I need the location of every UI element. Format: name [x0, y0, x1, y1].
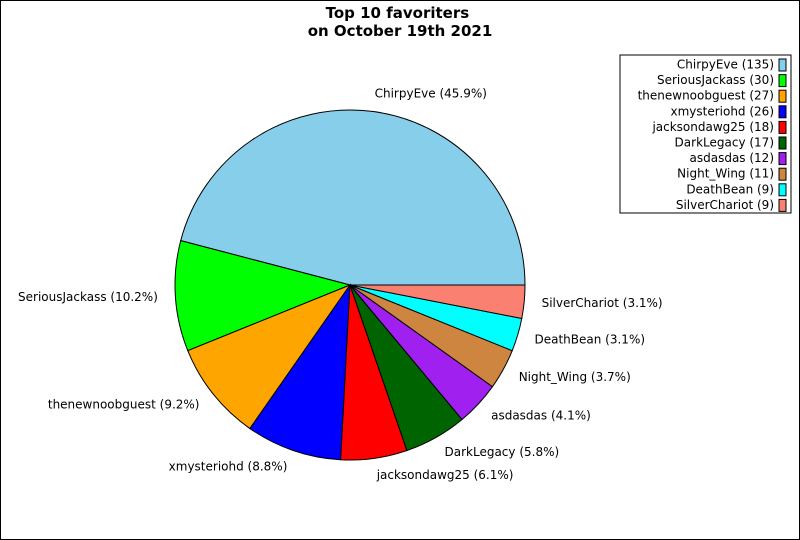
legend-label-silverchariot: SilverChariot (9) — [676, 198, 774, 212]
slice-label-chirpyeve: ChirpyEve (45.9%) — [375, 87, 487, 101]
chart-title: Top 10 favoriters on October 19th 2021 — [308, 4, 493, 40]
chart-title-line-2: on October 19th 2021 — [308, 22, 493, 40]
legend-swatch-jacksondawg25 — [778, 120, 787, 134]
slice-label-thenewnoobguest: thenewnoobguest (9.2%) — [48, 398, 200, 412]
legend-swatch-thenewnoobguest — [778, 89, 787, 103]
legend-swatch-asdasdas — [778, 152, 787, 166]
legend-label-chirpyeve: ChirpyEve (135) — [677, 58, 774, 72]
legend-box — [619, 54, 792, 214]
legend-swatch-xmysteriohd — [778, 105, 787, 119]
legend-swatch-night-wing — [778, 167, 787, 181]
chart-title-line-1: Top 10 favoriters — [326, 4, 470, 22]
legend-label-darklegacy: DarkLegacy (17) — [675, 136, 774, 150]
legend-label-deathbean: DeathBean (9) — [686, 182, 774, 196]
pie-slice-xmysteriohd — [249, 283, 351, 461]
slice-label-asdasdas: asdasdas (4.1%) — [491, 408, 591, 422]
pie-slices — [174, 109, 526, 461]
pie-slice-silverchariot — [349, 284, 526, 320]
slice-label-jacksondawg25: jacksondawg25 (6.1%) — [376, 468, 514, 482]
legend-label-night-wing: Night_Wing (11) — [677, 167, 774, 181]
legend-label-seriousjackass: SeriousJackass (30) — [657, 73, 774, 87]
slice-labels: ChirpyEve (45.9%) SeriousJackass (10.2%) t… — [18, 87, 663, 483]
slice-label-xmysteriohd: xmysteriohd (8.8%) — [169, 460, 288, 474]
pie-slice-seriousjackass — [174, 239, 352, 352]
slice-label-seriousjackass: SeriousJackass (10.2%) — [18, 290, 158, 304]
legend-label-thenewnoobguest: thenewnoobguest (27) — [638, 89, 774, 103]
pie-slice-thenewnoobguest — [187, 283, 352, 430]
legend-label-asdasdas: asdasdas (12) — [690, 151, 775, 165]
legend-swatch-silverchariot — [778, 198, 787, 212]
slice-label-deathbean: DeathBean (3.1%) — [535, 332, 646, 346]
legend-swatch-chirpyeve — [778, 58, 787, 72]
legend-swatch-deathbean — [778, 183, 787, 197]
legend: ChirpyEve (135)SeriousJackass (30) thenew… — [619, 54, 792, 214]
slice-label-darklegacy: DarkLegacy (5.8%) — [445, 445, 560, 459]
slice-label-silverchariot: SilverChariot (3.1%) — [542, 296, 663, 310]
legend-swatch-seriousjackass — [778, 74, 787, 88]
slice-label-night-wing: Night_Wing (3.7%) — [519, 370, 631, 384]
pie-slice-chirpyeve — [180, 109, 526, 286]
legend-swatch-darklegacy — [778, 136, 787, 150]
legend-label-xmysteriohd: xmysteriohd (26) — [670, 104, 774, 118]
legend-label-jacksondawg25: jacksondawg25 (18) — [651, 120, 774, 134]
